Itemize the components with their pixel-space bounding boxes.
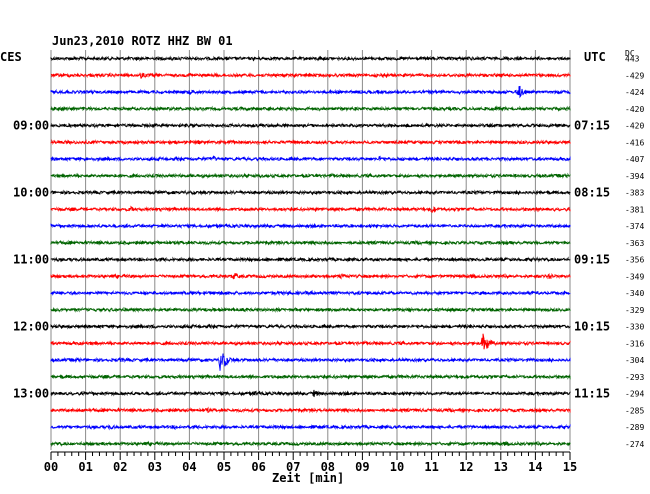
x-tick-label: 11 (424, 460, 438, 474)
trace-row-20 (50, 389, 571, 398)
trace-row-7 (50, 172, 571, 179)
x-tick-label: 06 (251, 460, 265, 474)
left-hour-label: 12:00 (13, 320, 49, 334)
trace-row-10 (50, 222, 571, 230)
trace-row-13 (50, 272, 571, 280)
trace-row-22 (50, 423, 571, 431)
dc-offset-label: -356 (625, 256, 644, 265)
x-tick-label: 09 (355, 460, 369, 474)
x-tick-label: 07 (286, 460, 300, 474)
dc-offset-label: -349 (625, 272, 644, 281)
dc-offset-label: -289 (625, 423, 644, 432)
dc-offset-label: -330 (625, 323, 644, 332)
dc-offset-label: -285 (625, 406, 644, 415)
dc-offset-label: -383 (625, 189, 644, 198)
dc-offset-header: DC (625, 49, 635, 58)
dc-offset-label: -394 (625, 172, 644, 181)
dc-offset-label: -304 (625, 356, 644, 365)
trace-row-21 (50, 406, 571, 414)
dc-offset-label: 443 (625, 55, 640, 64)
seismogram-traces (50, 55, 571, 447)
trace-row-17 (50, 333, 571, 350)
minute-gridlines (50, 50, 571, 450)
left-hour-label: 10:00 (13, 186, 49, 200)
left-hour-label: 13:00 (13, 387, 49, 401)
dc-offset-label: -274 (625, 440, 644, 449)
right-hour-label: 10:15 (574, 320, 610, 334)
right-hour-label: 07:15 (574, 119, 610, 133)
x-tick-label: 00 (44, 460, 58, 474)
trace-row-9 (50, 205, 571, 214)
left-hour-label: 11:00 (13, 253, 49, 267)
trace-row-8 (50, 189, 571, 196)
x-tick-label: 01 (78, 460, 92, 474)
trace-row-12 (50, 256, 571, 263)
left-hour-label: 09:00 (13, 119, 49, 133)
x-tick-label: 03 (148, 460, 162, 474)
dc-offset-label: -316 (625, 339, 644, 348)
dc-offset-label: -340 (625, 289, 644, 298)
trace-row-6 (50, 155, 571, 163)
dc-offset-labels: 443 -429 -424 -420 -420 -416 -407 -394 -383 -381 -… (625, 55, 644, 449)
hour-labels: 09:00 10:00 11:00 12:00 13:00 07:15 08:15 09:15… (13, 119, 610, 401)
trace-row-23 (50, 440, 571, 447)
right-timezone-label: UTC (584, 50, 606, 64)
station-header: Jun23,2010 ROTZ HHZ BW 01 (52, 34, 233, 48)
dc-offset-label: -329 (625, 306, 644, 315)
trace-row-4 (50, 122, 571, 129)
x-tick-label: 05 (217, 460, 231, 474)
left-timezone-label: CES (0, 50, 22, 64)
dc-offset-label: -381 (625, 205, 644, 214)
x-tick-label: 13 (494, 460, 508, 474)
trace-row-16 (50, 323, 571, 330)
right-hour-label: 11:15 (574, 387, 610, 401)
x-tick-label: 12 (459, 460, 473, 474)
dc-offset-label: -424 (625, 88, 644, 97)
trace-row-2 (50, 85, 571, 99)
x-tick-label: 08 (321, 460, 335, 474)
dc-offset-label: -407 (625, 155, 644, 164)
trace-row-14 (50, 289, 571, 297)
x-tick-label: 10 (390, 460, 404, 474)
trace-row-15 (50, 306, 571, 313)
dc-offset-label: -293 (625, 373, 644, 382)
x-axis: 00 01 02 03 04 05 06 07 08 09 10 11 12 13 14 15 (44, 451, 577, 474)
dc-offset-label: -416 (625, 138, 644, 147)
x-tick-label: 02 (113, 460, 127, 474)
dc-offset-label: -363 (625, 239, 644, 248)
trace-row-1 (50, 72, 571, 79)
right-hour-label: 09:15 (574, 253, 610, 267)
trace-row-19 (50, 373, 571, 380)
right-hour-label: 08:15 (574, 186, 610, 200)
trace-row-11 (50, 239, 571, 246)
dc-offset-label: -374 (625, 222, 644, 231)
trace-row-18 (50, 353, 571, 371)
dc-offset-label: -420 (625, 105, 644, 114)
trace-row-5 (50, 139, 571, 146)
x-axis-label: Zeit [min] (272, 471, 344, 485)
dc-offset-label: -429 (625, 71, 644, 80)
x-tick-label: 04 (182, 460, 196, 474)
trace-row-0 (50, 55, 571, 62)
x-tick-label: 15 (563, 460, 577, 474)
dc-offset-label: -420 (625, 122, 644, 131)
dc-offset-label: -294 (625, 390, 644, 399)
trace-row-3 (50, 105, 571, 112)
x-tick-label: 14 (528, 460, 542, 474)
